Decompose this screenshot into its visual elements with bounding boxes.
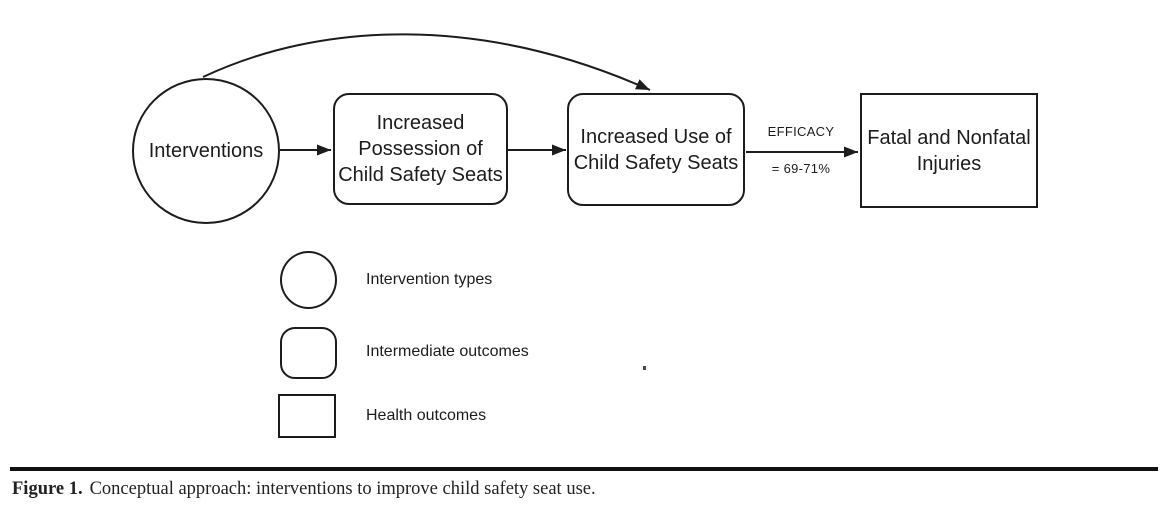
arrow-layer: [202, 33, 858, 158]
caption-rule: [10, 467, 1158, 471]
node-fatal-nonfatal-injuries-label: Fatal and Nonfatal Injuries: [867, 126, 1031, 175]
efficacy-label: EFFICACY: [767, 124, 835, 139]
legend-rounded-shape: [280, 327, 337, 379]
node-increased-possession: Increased Possession of Child Safety Sea…: [333, 93, 508, 205]
node-interventions-label: Interventions: [148, 140, 264, 162]
legend-label-health-outcomes: Health outcomes: [366, 407, 487, 424]
figure-caption-number: Figure 1.: [12, 479, 83, 499]
scan-speck: [643, 366, 646, 370]
node-increased-possession-label: Increased Possession of Child Safety Sea…: [338, 112, 503, 186]
arrow-interventions-to-use-curve: [202, 33, 651, 91]
efficacy-value: = 69-71%: [771, 161, 831, 176]
node-increased-use: Increased Use of Child Safety Seats: [567, 93, 745, 206]
figure-caption-text: Conceptual approach: interventions to im…: [89, 479, 596, 499]
legend-label-intermediate-outcomes: Intermediate outcomes: [366, 343, 529, 360]
figure-caption: Figure 1. Conceptual approach: interventi…: [12, 479, 596, 500]
legend-square-shape: [278, 394, 336, 438]
legend-circle-shape: [280, 251, 337, 309]
legend-label-intervention-types: Intervention types: [366, 271, 493, 288]
node-increased-use-label: Increased Use of Child Safety Seats: [573, 125, 739, 174]
node-interventions: Interventions: [132, 78, 280, 224]
node-fatal-nonfatal-injuries: Fatal and Nonfatal Injuries: [860, 93, 1038, 208]
